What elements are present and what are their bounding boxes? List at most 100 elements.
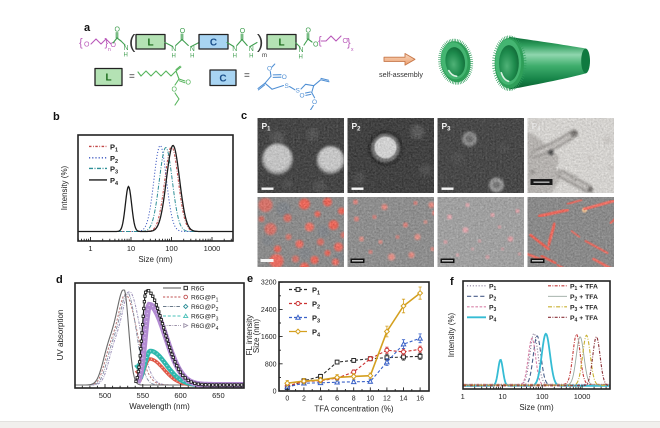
svg-text:O: O [267,66,272,73]
svg-text:1000: 1000 [574,392,591,401]
svg-text:P4 + TFA: P4 + TFA [570,315,598,324]
svg-text:L: L [278,37,284,48]
svg-text:S: S [285,83,290,90]
svg-text:P4: P4 [532,121,542,133]
svg-text:Size (nm): Size (nm) [519,403,554,412]
svg-text:8: 8 [352,396,356,403]
svg-text:R6G@P1: R6G@P1 [191,295,219,304]
svg-text:650: 650 [212,391,225,400]
svg-text:UV absorption: UV absorption [56,310,65,361]
svg-text:): ) [257,32,263,53]
svg-text:O: O [180,28,186,35]
svg-text:O: O [300,93,305,100]
svg-text:4: 4 [319,396,323,403]
svg-text:m: m [262,53,267,59]
svg-text:Size (nm): Size (nm) [138,255,173,264]
svg-text:O: O [84,42,90,49]
svg-text:R6G@P2: R6G@P2 [191,304,219,313]
svg-text:{: { [79,37,83,49]
svg-text:H: H [299,55,303,61]
svg-text:P2 + TFA: P2 + TFA [570,294,598,303]
svg-text:O: O [186,80,192,87]
svg-text:=: = [129,72,135,83]
svg-text:10: 10 [366,396,374,403]
svg-text:P2: P2 [110,154,118,165]
svg-text:P2: P2 [312,299,320,310]
svg-text:1: 1 [88,244,92,253]
svg-text:=: = [244,71,250,82]
svg-text:N: N [299,47,304,54]
svg-text:10: 10 [498,392,506,401]
svg-text:N: N [249,46,254,53]
svg-text:P1: P1 [489,283,497,292]
svg-text:O: O [282,74,287,81]
svg-text:}: } [347,37,351,49]
svg-text:P3: P3 [489,304,497,313]
svg-text:R6G@P3: R6G@P3 [191,314,219,323]
svg-text:100: 100 [536,392,549,401]
svg-text:6: 6 [335,396,339,403]
svg-text:12: 12 [383,396,391,403]
svg-text:O: O [240,28,246,35]
svg-text:O: O [111,42,117,49]
svg-text:N: N [124,45,129,52]
svg-text:L: L [147,37,153,48]
svg-text:O: O [343,38,349,45]
svg-text:N: N [171,46,176,53]
svg-text:P3: P3 [312,313,320,324]
svg-text:P2: P2 [352,121,362,133]
svg-text:H: H [124,53,128,59]
svg-text:10: 10 [127,244,135,253]
svg-text:H: H [190,54,194,60]
svg-text:Intensity (%): Intensity (%) [448,312,456,357]
svg-text:Wavelength (nm): Wavelength (nm) [129,402,190,411]
svg-text:O: O [313,42,319,49]
svg-text:{: { [318,35,322,47]
svg-text:self-assembly: self-assembly [379,70,423,79]
svg-text:O: O [312,99,317,106]
svg-text:H: H [172,54,176,60]
svg-text:R6G@P4: R6G@P4 [191,323,219,332]
svg-text:P4: P4 [489,315,497,324]
svg-text:H: H [233,54,237,60]
svg-text:P4: P4 [110,176,119,187]
svg-text:P4: P4 [312,327,321,338]
svg-text:C: C [210,37,217,48]
svg-text:P1: P1 [262,121,272,133]
svg-text:P1 + TFA: P1 + TFA [570,283,598,292]
svg-text:P1: P1 [110,142,118,153]
svg-text:R6G: R6G [191,286,205,293]
svg-text:1: 1 [461,392,465,401]
svg-text:600: 600 [174,391,187,400]
svg-text:P1: P1 [312,285,320,296]
svg-text:H: H [249,54,253,60]
svg-text:C: C [219,73,226,84]
svg-text:14: 14 [400,396,408,403]
svg-text:0: 0 [273,389,277,396]
svg-text:TFA concentration (%): TFA concentration (%) [314,405,393,414]
svg-text:0: 0 [285,396,289,403]
svg-text:n: n [108,47,111,53]
svg-text:P3: P3 [110,164,118,175]
svg-text:1000: 1000 [204,244,221,253]
svg-text:100: 100 [165,244,178,253]
svg-text:3200: 3200 [261,280,277,287]
svg-text:L: L [105,73,111,84]
svg-text:P3 + TFA: P3 + TFA [570,304,598,313]
svg-text:N: N [190,46,195,53]
svg-text:Intensity (%): Intensity (%) [60,165,69,210]
svg-text:FL intensity: FL intensity [245,315,254,356]
svg-text:550: 550 [137,391,150,400]
svg-text:Size (nm): Size (nm) [252,319,261,354]
svg-text:1600: 1600 [261,334,277,341]
svg-text:O: O [172,87,178,94]
svg-text:2400: 2400 [261,307,277,314]
svg-text:2: 2 [302,396,306,403]
svg-text:800: 800 [265,361,277,368]
svg-text:500: 500 [99,391,112,400]
svg-text:S: S [296,88,301,95]
svg-text:x: x [351,47,354,53]
svg-text:O: O [115,27,121,34]
svg-text:P2: P2 [489,294,497,303]
svg-text:P3: P3 [442,121,452,133]
